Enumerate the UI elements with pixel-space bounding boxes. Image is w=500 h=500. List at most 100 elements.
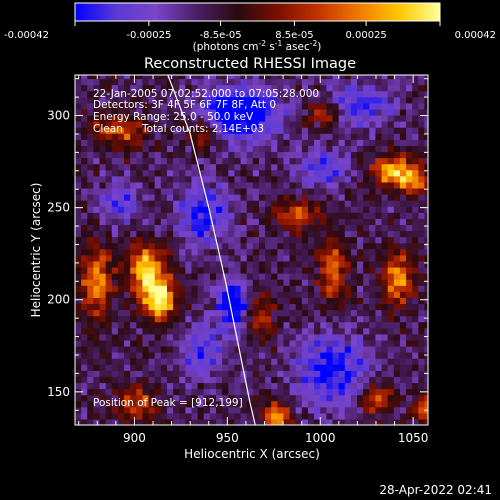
heatmap-cell: [307, 175, 315, 183]
heatmap-cell: [93, 291, 101, 298]
heatmap-cell: [93, 151, 101, 159]
heatmap-cell: [197, 345, 205, 353]
heatmap-cell: [136, 96, 144, 104]
heatmap-cell: [197, 364, 205, 371]
heatmap-cell: [203, 194, 211, 201]
heatmap-cell: [295, 145, 303, 153]
heatmap-cell: [301, 84, 309, 92]
heatmap-cell: [148, 145, 156, 153]
heatmap-cell: [252, 321, 260, 329]
heatmap-cell: [228, 321, 236, 329]
heatmap-cell: [252, 114, 260, 122]
heatmap-cell: [307, 200, 315, 207]
heatmap-cell: [142, 303, 150, 311]
heatmap-cell: [387, 212, 395, 219]
heatmap-cell: [130, 212, 137, 219]
heatmap-cell: [412, 121, 419, 128]
heatmap-cell: [179, 254, 186, 262]
heatmap-cell: [387, 75, 395, 80]
heatmap-cell: [173, 291, 180, 298]
heatmap-cell: [142, 388, 150, 396]
heatmap-cell: [381, 96, 389, 104]
heatmap-cell: [265, 200, 272, 207]
heatmap-cell: [363, 352, 370, 359]
heatmap-cell: [191, 297, 199, 305]
heatmap-cell: [99, 303, 107, 311]
heatmap-cell: [216, 78, 223, 86]
heatmap-cell: [314, 96, 321, 104]
heatmap-cell: [234, 254, 242, 262]
heatmap-cell: [130, 90, 137, 98]
heatmap-cell: [387, 309, 395, 317]
heatmap-cell: [142, 248, 150, 256]
heatmap-cell: [295, 412, 303, 420]
heatmap-cell: [203, 266, 211, 274]
heatmap-cell: [105, 376, 113, 384]
heatmap-cell: [81, 303, 88, 311]
heatmap-cell: [338, 163, 346, 171]
heatmap-cell: [222, 358, 229, 365]
heatmap-cell: [289, 242, 297, 250]
heatmap-cell: [99, 339, 107, 347]
heatmap-cell: [375, 133, 383, 140]
heatmap-cell: [197, 339, 205, 347]
heatmap-cell: [246, 90, 254, 98]
heatmap-cell: [81, 382, 88, 390]
heatmap-cell: [209, 352, 217, 359]
heatmap-cell: [350, 242, 358, 250]
heatmap-cell: [265, 187, 272, 195]
heatmap-cell: [234, 303, 242, 311]
heatmap-cell: [332, 218, 340, 225]
heatmap-cell: [185, 163, 193, 171]
heatmap-cell: [209, 212, 217, 219]
heatmap-cell: [344, 364, 352, 371]
heatmap-cell: [393, 400, 401, 408]
heatmap-cell: [301, 327, 309, 335]
heatmap-cell: [326, 388, 334, 396]
heatmap-cell: [332, 114, 340, 122]
heatmap-cell: [173, 412, 180, 420]
heatmap-cell: [265, 212, 272, 219]
heatmap-cell: [93, 133, 101, 140]
heatmap-cell: [307, 90, 315, 98]
heatmap-cell: [375, 382, 383, 390]
heatmap-cell: [234, 352, 242, 359]
heatmap-cell: [320, 75, 327, 80]
heatmap-cell: [332, 279, 340, 286]
heatmap-cell: [154, 382, 162, 390]
heatmap-cell: [326, 418, 334, 425]
heatmap-cell: [314, 266, 321, 274]
heatmap-cell: [326, 321, 334, 329]
heatmap-cell: [252, 206, 260, 213]
heatmap-cell: [240, 254, 248, 262]
heatmap-cell: [412, 84, 419, 92]
heatmap-cell: [105, 163, 113, 171]
heatmap-cell: [105, 315, 113, 323]
heatmap-cell: [81, 400, 88, 408]
heatmap-cell: [160, 121, 168, 128]
heatmap-cell: [179, 345, 186, 353]
heatmap-cell: [375, 260, 383, 268]
heatmap-cell: [203, 102, 211, 110]
heatmap-cell: [314, 206, 321, 213]
heatmap-cell: [387, 181, 395, 189]
heatmap-cell: [240, 218, 248, 225]
heatmap-cell: [142, 139, 150, 146]
heatmap-cell: [203, 394, 211, 402]
heatmap-cell: [381, 418, 389, 425]
heatmap-cell: [154, 84, 162, 92]
heatmap-cell: [222, 206, 229, 213]
heatmap-cell: [191, 121, 199, 128]
heatmap-cell: [387, 242, 395, 250]
heatmap-cell: [338, 266, 346, 274]
heatmap-cell: [173, 145, 180, 153]
heatmap-cell: [314, 303, 321, 311]
heatmap-cell: [344, 333, 352, 341]
heatmap-cell: [209, 309, 217, 317]
heatmap-cell: [216, 273, 223, 280]
heatmap-cell: [117, 187, 125, 195]
heatmap-cell: [191, 352, 199, 359]
heatmap-cell: [234, 90, 242, 98]
heatmap-cell: [418, 279, 426, 286]
heatmap-cell: [314, 218, 321, 225]
